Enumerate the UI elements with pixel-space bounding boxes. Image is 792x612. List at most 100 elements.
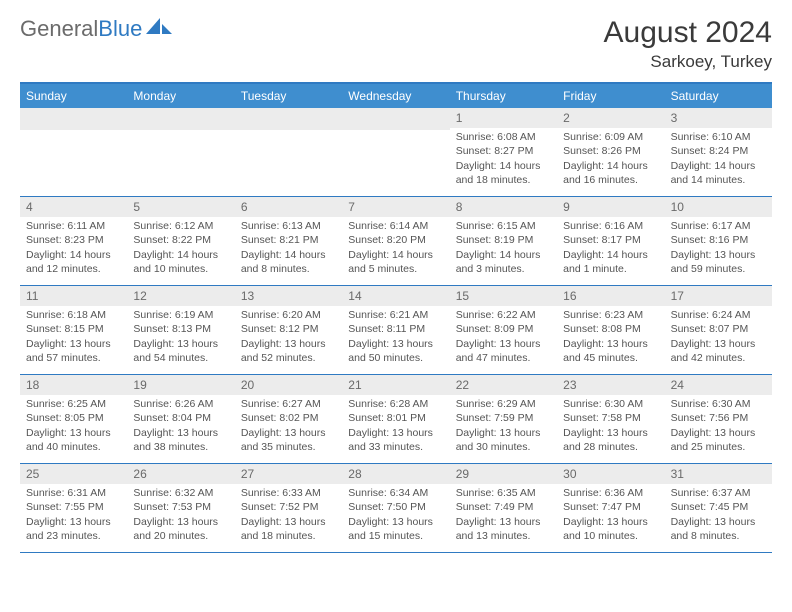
day-number: 17 [665,286,772,306]
sunset-text: Sunset: 8:09 PM [456,322,551,336]
sunrise-text: Sunrise: 6:21 AM [348,308,443,322]
sunset-text: Sunset: 8:24 PM [671,144,766,158]
day-number [20,108,127,130]
day-number: 16 [557,286,664,306]
sunrise-text: Sunrise: 6:33 AM [241,486,336,500]
sunrise-text: Sunrise: 6:34 AM [348,486,443,500]
sunset-text: Sunset: 8:04 PM [133,411,228,425]
day-number: 28 [342,464,449,484]
day-cell [20,108,127,196]
day-number: 6 [235,197,342,217]
day-number: 24 [665,375,772,395]
day-details: Sunrise: 6:17 AMSunset: 8:16 PMDaylight:… [665,217,772,280]
day-header-fri: Friday [557,84,664,108]
daylight-text: Daylight: 14 hours and 14 minutes. [671,159,766,187]
sunset-text: Sunset: 8:02 PM [241,411,336,425]
day-cell: 24Sunrise: 6:30 AMSunset: 7:56 PMDayligh… [665,375,772,463]
daylight-text: Daylight: 13 hours and 10 minutes. [563,515,658,543]
sunset-text: Sunset: 8:26 PM [563,144,658,158]
day-details: Sunrise: 6:34 AMSunset: 7:50 PMDaylight:… [342,484,449,547]
sunset-text: Sunset: 8:11 PM [348,322,443,336]
day-details: Sunrise: 6:31 AMSunset: 7:55 PMDaylight:… [20,484,127,547]
day-details: Sunrise: 6:19 AMSunset: 8:13 PMDaylight:… [127,306,234,369]
sunset-text: Sunset: 7:47 PM [563,500,658,514]
day-cell: 19Sunrise: 6:26 AMSunset: 8:04 PMDayligh… [127,375,234,463]
day-number: 26 [127,464,234,484]
day-cell: 1Sunrise: 6:08 AMSunset: 8:27 PMDaylight… [450,108,557,196]
sunrise-text: Sunrise: 6:13 AM [241,219,336,233]
daylight-text: Daylight: 13 hours and 35 minutes. [241,426,336,454]
day-cell: 31Sunrise: 6:37 AMSunset: 7:45 PMDayligh… [665,464,772,552]
daylight-text: Daylight: 13 hours and 47 minutes. [456,337,551,365]
sunset-text: Sunset: 8:05 PM [26,411,121,425]
day-number: 20 [235,375,342,395]
day-details: Sunrise: 6:16 AMSunset: 8:17 PMDaylight:… [557,217,664,280]
title-block: August 2024 Sarkoey, Turkey [604,16,772,72]
daylight-text: Daylight: 13 hours and 30 minutes. [456,426,551,454]
daylight-text: Daylight: 13 hours and 52 minutes. [241,337,336,365]
sunrise-text: Sunrise: 6:30 AM [563,397,658,411]
sunrise-text: Sunrise: 6:15 AM [456,219,551,233]
logo-sail-icon [146,16,172,42]
day-details: Sunrise: 6:27 AMSunset: 8:02 PMDaylight:… [235,395,342,458]
sunset-text: Sunset: 8:21 PM [241,233,336,247]
day-cell: 8 Sunrise: 6:15 AMSunset: 8:19 PMDaylight… [450,197,557,285]
day-number: 30 [557,464,664,484]
daylight-text: Daylight: 14 hours and 1 minute. [563,248,658,276]
sunset-text: Sunset: 8:19 PM [456,233,551,247]
daylight-text: Daylight: 13 hours and 18 minutes. [241,515,336,543]
daylight-text: Daylight: 13 hours and 23 minutes. [26,515,121,543]
day-cell: 17Sunrise: 6:24 AMSunset: 8:07 PMDayligh… [665,286,772,374]
sunset-text: Sunset: 8:17 PM [563,233,658,247]
location-subtitle: Sarkoey, Turkey [604,52,772,72]
day-header-tue: Tuesday [235,84,342,108]
day-details: Sunrise: 6:35 AMSunset: 7:49 PMDaylight:… [450,484,557,547]
day-number: 4 [20,197,127,217]
week-row: 25Sunrise: 6:31 AMSunset: 7:55 PMDayligh… [20,464,772,553]
day-header-sat: Saturday [665,84,772,108]
day-number: 18 [20,375,127,395]
sunset-text: Sunset: 8:08 PM [563,322,658,336]
sunset-text: Sunset: 7:45 PM [671,500,766,514]
day-number: 8 [450,197,557,217]
sunset-text: Sunset: 8:27 PM [456,144,551,158]
day-number: 23 [557,375,664,395]
day-details: Sunrise: 6:24 AMSunset: 8:07 PMDaylight:… [665,306,772,369]
day-details: Sunrise: 6:32 AMSunset: 7:53 PMDaylight:… [127,484,234,547]
sunset-text: Sunset: 8:12 PM [241,322,336,336]
daylight-text: Daylight: 13 hours and 59 minutes. [671,248,766,276]
daylight-text: Daylight: 13 hours and 40 minutes. [26,426,121,454]
daylight-text: Daylight: 14 hours and 10 minutes. [133,248,228,276]
day-number [235,108,342,130]
logo-text-1: General [20,16,98,42]
day-cell: 25Sunrise: 6:31 AMSunset: 7:55 PMDayligh… [20,464,127,552]
sunset-text: Sunset: 8:23 PM [26,233,121,247]
sunset-text: Sunset: 7:50 PM [348,500,443,514]
weeks-container: 1Sunrise: 6:08 AMSunset: 8:27 PMDaylight… [20,108,772,553]
sunrise-text: Sunrise: 6:25 AM [26,397,121,411]
day-cell: 29Sunrise: 6:35 AMSunset: 7:49 PMDayligh… [450,464,557,552]
sunrise-text: Sunrise: 6:23 AM [563,308,658,322]
day-cell: 13Sunrise: 6:20 AMSunset: 8:12 PMDayligh… [235,286,342,374]
day-header-wed: Wednesday [342,84,449,108]
sunset-text: Sunset: 8:20 PM [348,233,443,247]
sunset-text: Sunset: 7:52 PM [241,500,336,514]
day-details: Sunrise: 6:18 AMSunset: 8:15 PMDaylight:… [20,306,127,369]
day-details: Sunrise: 6:37 AMSunset: 7:45 PMDaylight:… [665,484,772,547]
day-details: Sunrise: 6:23 AMSunset: 8:08 PMDaylight:… [557,306,664,369]
daylight-text: Daylight: 13 hours and 54 minutes. [133,337,228,365]
day-cell: 2Sunrise: 6:09 AMSunset: 8:26 PMDaylight… [557,108,664,196]
sunrise-text: Sunrise: 6:20 AM [241,308,336,322]
day-number: 19 [127,375,234,395]
day-cell [235,108,342,196]
day-number: 15 [450,286,557,306]
sunset-text: Sunset: 8:22 PM [133,233,228,247]
day-details: Sunrise: 6:26 AMSunset: 8:04 PMDaylight:… [127,395,234,458]
day-cell: 15Sunrise: 6:22 AMSunset: 8:09 PMDayligh… [450,286,557,374]
daylight-text: Daylight: 14 hours and 3 minutes. [456,248,551,276]
day-details: Sunrise: 6:33 AMSunset: 7:52 PMDaylight:… [235,484,342,547]
day-number: 11 [20,286,127,306]
sunset-text: Sunset: 8:07 PM [671,322,766,336]
day-number: 2 [557,108,664,128]
daylight-text: Daylight: 13 hours and 15 minutes. [348,515,443,543]
